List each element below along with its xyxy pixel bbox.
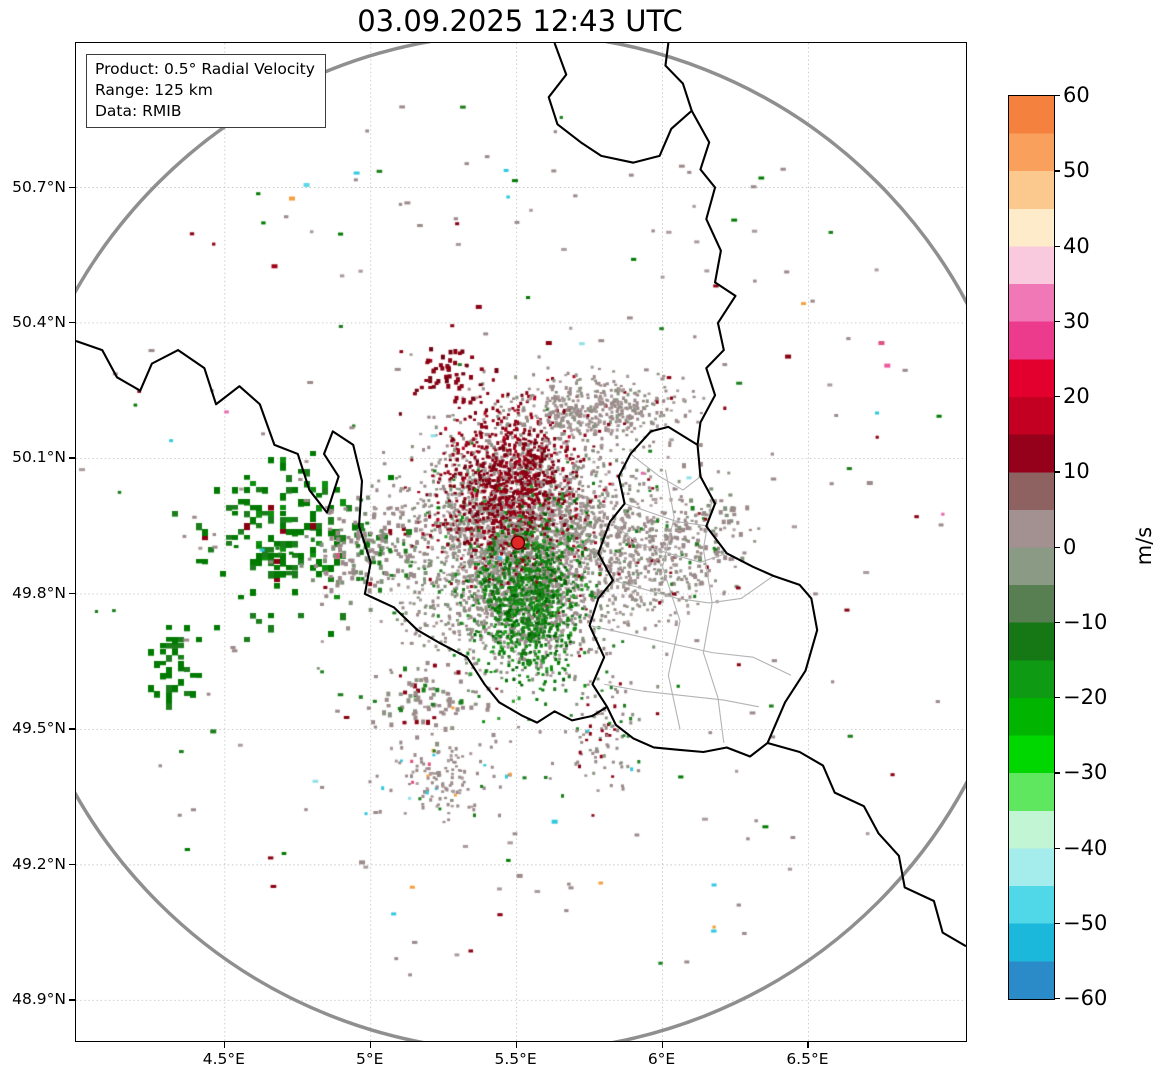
x-tick-mark bbox=[661, 1042, 663, 1048]
colorbar-tick-label: −10 bbox=[1063, 609, 1108, 634]
colorbar-tick-label: −60 bbox=[1063, 986, 1108, 1010]
colorbar-tick-mark bbox=[1054, 847, 1060, 849]
x-tick-label: 6.5°E bbox=[786, 1050, 829, 1068]
colorbar-tick-mark bbox=[1054, 546, 1060, 548]
colorbar-tick-mark bbox=[1054, 320, 1060, 323]
info-data-source: Data: RMIB bbox=[95, 101, 182, 120]
info-product: Product: 0.5° Radial Velocity bbox=[95, 60, 315, 78]
x-tick-label: 5°E bbox=[356, 1050, 384, 1068]
info-box: Product: 0.5° Radial Velocity Range: 125… bbox=[86, 54, 326, 129]
y-tick-label: 50.4°N bbox=[12, 312, 66, 331]
x-tick-mark bbox=[807, 1042, 809, 1048]
map-plot: Product: 0.5° Radial Velocity Range: 125… bbox=[75, 42, 967, 1042]
x-tick-mark bbox=[369, 1042, 372, 1048]
colorbar-tick-label: 50 bbox=[1063, 158, 1090, 183]
y-tick-mark bbox=[69, 863, 75, 866]
y-tick-label: 49.5°N bbox=[12, 719, 66, 738]
y-tick-label: 50.1°N bbox=[12, 448, 66, 467]
y-tick-mark bbox=[69, 321, 75, 324]
colorbar-tick-label: 10 bbox=[1063, 459, 1090, 484]
y-tick-label: 49.8°N bbox=[12, 583, 66, 602]
colorbar-tick-label: 0 bbox=[1063, 534, 1077, 559]
plot-title: 03.09.2025 12:43 UTC bbox=[357, 4, 683, 38]
colorbar-tick-label: −50 bbox=[1063, 910, 1108, 935]
y-tick-label: 50.7°N bbox=[12, 177, 66, 196]
info-range: Range: 125 km bbox=[95, 80, 213, 99]
y-tick-mark bbox=[69, 457, 75, 459]
x-tick-label: 5.5°E bbox=[494, 1050, 537, 1068]
country-borders-layer bbox=[76, 43, 966, 948]
y-tick-mark bbox=[69, 186, 75, 188]
colorbar-tick-mark bbox=[1054, 697, 1060, 699]
colorbar-tick-label: 40 bbox=[1063, 233, 1090, 258]
colorbar-tick-mark bbox=[1054, 922, 1060, 925]
colorbar-tick-mark bbox=[1054, 998, 1060, 1000]
y-tick-label: 48.9°N bbox=[12, 990, 66, 1009]
colorbar-unit-label: m/s bbox=[1132, 526, 1156, 566]
colorbar-tick-label: −30 bbox=[1063, 760, 1108, 785]
colorbar-tick-mark bbox=[1054, 471, 1060, 473]
colorbar-tick-label: 60 bbox=[1063, 83, 1090, 107]
colorbar-tick-label: 30 bbox=[1063, 308, 1090, 333]
x-tick-label: 6°E bbox=[647, 1050, 676, 1068]
y-tick-label: 49.2°N bbox=[12, 854, 66, 873]
colorbar-tick-mark bbox=[1054, 170, 1060, 172]
y-tick-mark bbox=[69, 728, 75, 730]
x-tick-label: 4.5°E bbox=[202, 1050, 245, 1068]
colorbar-tick-mark bbox=[1054, 245, 1060, 247]
x-tick-mark bbox=[223, 1042, 226, 1048]
y-tick-mark bbox=[69, 999, 75, 1001]
colorbar-tick-label: −20 bbox=[1063, 685, 1108, 709]
colorbar-tick-label: 20 bbox=[1063, 384, 1090, 408]
colorbar-tick-label: −40 bbox=[1063, 835, 1108, 860]
colorbar-tick-mark bbox=[1054, 95, 1060, 97]
colorbar-tick-mark bbox=[1054, 621, 1060, 624]
x-tick-mark bbox=[515, 1042, 517, 1048]
y-tick-mark bbox=[69, 592, 75, 595]
colorbar-tick-mark bbox=[1054, 772, 1060, 774]
colorbar bbox=[1008, 95, 1055, 1000]
colorbar-tick-mark bbox=[1054, 396, 1060, 398]
